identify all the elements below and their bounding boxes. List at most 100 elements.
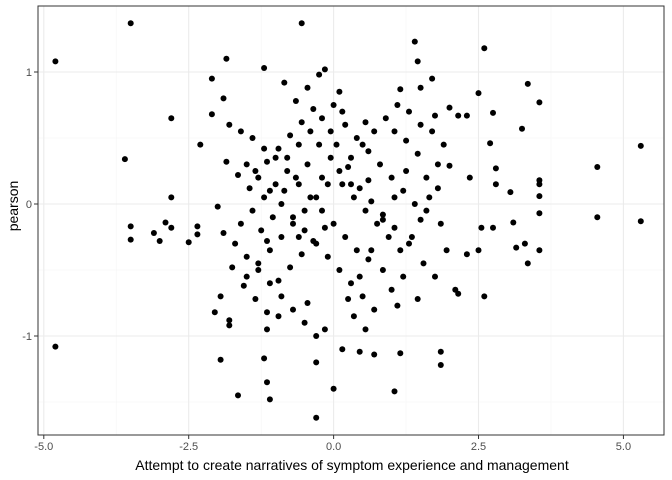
data-point [321, 66, 328, 73]
data-point [406, 240, 412, 247]
data-point [307, 194, 314, 201]
data-point [521, 240, 528, 247]
data-point [287, 264, 294, 271]
data-point [264, 158, 270, 165]
data-point [368, 198, 375, 205]
data-point [208, 75, 215, 82]
data-point [330, 220, 337, 227]
data-point [220, 230, 227, 236]
data-point [261, 355, 268, 362]
data-point [417, 216, 424, 223]
data-point [313, 194, 320, 201]
data-point [327, 128, 334, 135]
data-point [397, 350, 404, 357]
data-point [266, 280, 273, 287]
data-point [446, 104, 453, 111]
data-point [304, 84, 311, 91]
data-point [150, 230, 157, 236]
data-point [272, 154, 279, 161]
data-point [423, 174, 430, 181]
data-point [391, 194, 398, 201]
data-point [440, 141, 447, 148]
data-point [258, 227, 265, 234]
x-tick-label: 5.0 [616, 441, 631, 453]
data-point [463, 251, 470, 258]
data-point [127, 236, 134, 243]
data-point [52, 58, 59, 65]
data-point [348, 154, 354, 161]
data-point [594, 164, 601, 170]
data-point [414, 58, 421, 65]
data-point [298, 119, 305, 126]
data-point [414, 150, 421, 157]
data-point [339, 108, 346, 115]
data-point [536, 193, 543, 200]
data-point [264, 326, 270, 333]
data-point [359, 141, 366, 148]
data-point [432, 112, 438, 119]
data-point [437, 348, 444, 355]
data-point [275, 145, 282, 152]
data-point [295, 181, 302, 188]
data-point [536, 181, 543, 188]
data-point [321, 224, 328, 231]
data-point [417, 121, 424, 128]
x-tick-label: 2.5 [471, 441, 486, 453]
data-point [264, 309, 270, 316]
data-point [261, 65, 268, 71]
data-point [394, 102, 401, 108]
major-gridlines [38, 6, 664, 435]
data-point [284, 168, 291, 174]
data-point [261, 145, 268, 152]
x-axis-ticks: -5.0 -2.5 0.0 2.5 5.0 [34, 435, 631, 453]
data-point [455, 290, 462, 297]
data-point [52, 343, 59, 350]
data-point [536, 247, 543, 254]
data-point [249, 207, 256, 214]
data-point [382, 115, 389, 122]
data-point [252, 296, 259, 302]
data-point [220, 95, 227, 102]
data-point [217, 356, 224, 363]
data-point [214, 203, 221, 210]
data-point [295, 141, 302, 148]
data-point [391, 388, 398, 395]
data-point [432, 273, 438, 280]
data-point [321, 326, 328, 333]
data-point [246, 185, 253, 192]
data-point [339, 346, 346, 353]
data-point [290, 306, 296, 313]
data-point [185, 239, 192, 246]
data-point [237, 220, 244, 227]
x-tick-label: 0.0 [326, 441, 341, 453]
data-point [226, 121, 233, 128]
data-point [510, 219, 517, 226]
data-point [365, 148, 372, 155]
data-point [255, 174, 262, 181]
data-point [475, 247, 482, 254]
data-point [371, 128, 378, 135]
data-point [434, 161, 441, 168]
data-point [168, 194, 175, 201]
data-point [168, 115, 175, 122]
data-point [371, 351, 378, 358]
data-point [313, 333, 320, 339]
data-point [362, 326, 369, 333]
data-point [403, 137, 410, 144]
panel-border [37, 5, 665, 436]
data-point [388, 174, 395, 181]
data-point [350, 194, 357, 201]
data-point [287, 132, 294, 139]
data-point [388, 286, 395, 293]
data-point [637, 218, 644, 225]
data-point [298, 20, 305, 27]
data-point [400, 273, 407, 280]
data-point [394, 302, 401, 309]
data-point [269, 214, 276, 221]
data-point [519, 125, 525, 132]
data-point [637, 142, 644, 149]
x-axis-title: Attempt to create narratives of symptom … [135, 457, 569, 473]
data-point [536, 99, 543, 106]
data-point [319, 207, 325, 214]
